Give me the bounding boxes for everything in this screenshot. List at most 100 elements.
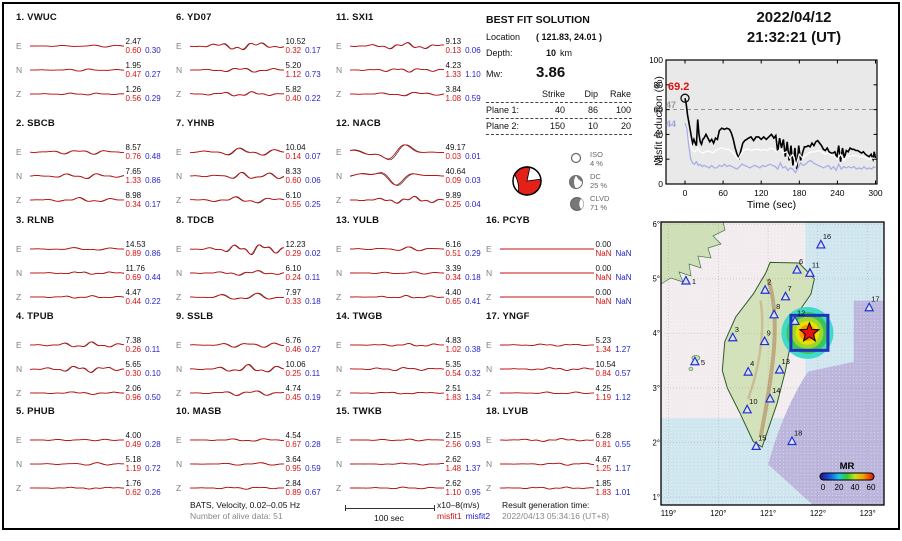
component-label: N <box>176 364 183 374</box>
misfit2-value: 0.41 <box>465 297 481 306</box>
misfit2-value: 0.38 <box>465 345 481 354</box>
misfit1-value: 0.62 <box>125 488 142 497</box>
station-block: 14. TWGB E 4.83 1.02 0.38 N 5.35 0.54 0.32 Z 2.51 1… <box>336 311 488 405</box>
peak-amplitude: 6.10 <box>285 263 302 273</box>
result-time-value: 2022/04/13 05:34:16 (UT+8) <box>502 511 610 521</box>
waveform-row: N 8.33 0.60 0.06 <box>176 164 328 188</box>
trace-values: 40.64 0.09 0.03 <box>444 167 488 186</box>
svg-text:20: 20 <box>835 483 844 492</box>
component-label: N <box>336 268 343 278</box>
waveform-trace <box>499 272 594 274</box>
misfit2-value: 1.27 <box>615 345 631 354</box>
trace-values: 2.06 0.96 0.50 <box>124 384 168 403</box>
station-block: 10. MASB E 4.54 0.67 0.28 N 3.64 0.95 0.59 Z 2.84 0… <box>176 406 328 500</box>
station-block: 16. PCYB E 0.00 NaN NaN N 0.00 NaN NaN Z 0.00 NaN Na… <box>486 215 638 309</box>
trace-values: 1.85 1.83 1.01 <box>594 479 638 498</box>
event-time: 21:32:21 (UT) <box>746 29 842 46</box>
svg-text:0: 0 <box>683 188 688 198</box>
waveform-row: N 11.76 0.69 0.44 <box>16 261 168 285</box>
trace-values: 10.52 0.32 0.17 <box>284 37 328 56</box>
misfit2-value: 0.17 <box>305 46 321 55</box>
peak-amplitude: 2.62 <box>445 478 462 488</box>
waveform-trace <box>189 462 284 466</box>
misfit2-value: 0.30 <box>145 46 161 55</box>
misfit2-value: 1.34 <box>465 393 481 402</box>
misfit1-value: 1.25 <box>595 464 612 473</box>
component-label: E <box>176 435 182 445</box>
component-label: E <box>16 147 22 157</box>
station-block: 9. SSLB E 6.76 0.46 0.27 N 10.06 0.25 0.11 Z 4.74 0… <box>176 311 328 405</box>
waveform-row: E 4.83 1.02 0.38 <box>336 333 488 357</box>
waveform-trace <box>189 270 284 276</box>
misfit2-value: 1.17 <box>615 464 631 473</box>
peak-amplitude: 2.47 <box>125 36 142 46</box>
station-name: 7. YHNB <box>176 118 215 129</box>
peak-amplitude: 5.82 <box>285 84 302 94</box>
misfit1-value: 0.56 <box>125 94 142 103</box>
station-name: 9. SSLB <box>176 311 214 322</box>
misfit1-value: 0.47 <box>125 70 142 79</box>
component-label: E <box>486 340 492 350</box>
misfit2-value: 0.25 <box>305 200 321 209</box>
waveform-trace <box>189 438 284 442</box>
waveform-row: N 5.65 0.30 0.10 <box>16 357 168 381</box>
component-label: N <box>336 364 343 374</box>
misfit1-value: NaN <box>595 273 612 282</box>
trace-values: 5.23 1.34 1.27 <box>594 336 638 355</box>
waveform-trace <box>499 296 594 298</box>
waveform-row: N 10.06 0.25 0.11 <box>176 357 328 381</box>
trace-values: 1.76 0.62 0.26 <box>124 479 168 498</box>
trace-values: 6.16 0.51 0.29 <box>444 240 488 259</box>
misfit2-value: 0.06 <box>465 46 481 55</box>
map-station-6 <box>791 264 802 274</box>
trace-values: 2.47 0.60 0.30 <box>124 37 168 56</box>
component-label: Z <box>336 195 342 205</box>
misfit1-value: 0.44 <box>125 297 142 306</box>
waveform-trace <box>189 244 284 256</box>
misfit2-value: 0.95 <box>465 488 481 497</box>
waveform-row: Z 8.98 0.34 0.17 <box>16 188 168 212</box>
misfit1-value: 1.34 <box>595 345 612 354</box>
misfit2-value: 0.18 <box>465 273 481 282</box>
peak-amplitude: 5.18 <box>125 454 142 464</box>
waveform-row: E 8.57 0.76 0.48 <box>16 140 168 164</box>
waveform-trace <box>189 390 284 396</box>
component-label: N <box>486 268 493 278</box>
svg-text:17: 17 <box>871 295 879 304</box>
misfit2-value: 0.86 <box>145 249 161 258</box>
component-label: E <box>336 340 342 350</box>
waveform-trace <box>499 248 594 250</box>
component-label: E <box>16 244 22 254</box>
svg-text:60: 60 <box>654 105 664 115</box>
trace-values: 4.25 1.19 1.12 <box>594 384 638 403</box>
trace-values: 3.39 0.34 0.18 <box>444 264 488 283</box>
misfit2-value: 0.32 <box>465 369 481 378</box>
plane1-row: Plane 1: 40 86 100 <box>486 105 631 115</box>
component-label: N <box>16 65 23 75</box>
waveform-trace <box>29 173 124 180</box>
waveform-trace <box>29 295 124 299</box>
peak-amplitude: 2.51 <box>445 383 462 393</box>
misfit1-value: 0.24 <box>285 273 302 282</box>
waveform-trace <box>189 171 284 179</box>
trace-values: 0.00 NaN NaN <box>594 240 638 259</box>
waveform-row: Z 6.10 0.55 0.25 <box>176 188 328 212</box>
station-block: 13. YULB E 6.16 0.51 0.29 N 3.39 0.34 0.18 Z 4.40 0… <box>336 215 488 309</box>
component-label: N <box>336 171 343 181</box>
misfit2-value: 0.28 <box>145 440 161 449</box>
waveform-trace <box>189 292 284 300</box>
misfit2-value: 0.93 <box>465 440 481 449</box>
waveform-row: E 49.17 0.03 0.01 <box>336 140 488 164</box>
misfit2-value: 0.11 <box>145 345 161 354</box>
map-station-12 <box>789 315 800 325</box>
waveform-row: E 2.15 2.56 0.93 <box>336 428 488 452</box>
waveform-row: E 9.13 0.13 0.06 <box>336 34 488 58</box>
peak-amplitude: 10.52 <box>285 36 306 46</box>
station-block: 18. LYUB E 6.28 0.81 0.55 N 4.67 1.25 1.17 Z 1.85 1… <box>486 406 638 500</box>
col-rake: Rake <box>609 89 631 99</box>
best-fit-heading: BEST FIT SOLUTION <box>486 14 590 26</box>
trace-values: 2.62 1.10 0.95 <box>444 479 488 498</box>
waveform-trace <box>29 68 124 72</box>
misfit1-value: 0.60 <box>125 46 142 55</box>
map-station-18 <box>787 435 798 446</box>
